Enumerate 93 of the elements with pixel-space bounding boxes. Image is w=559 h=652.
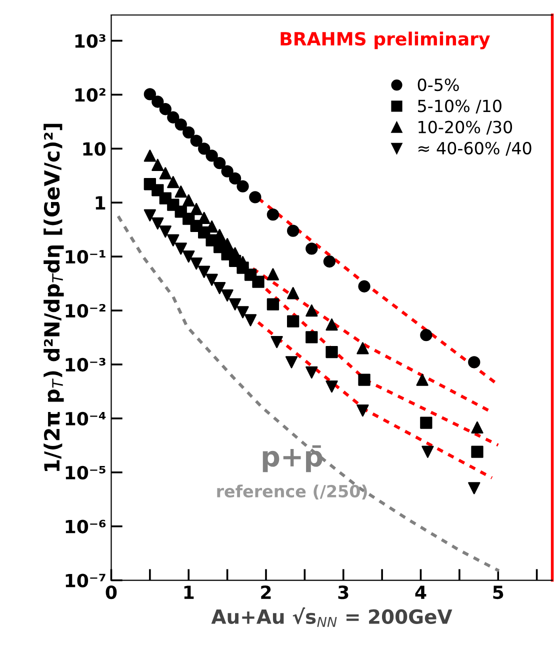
- point: [174, 186, 187, 198]
- x-tick-label: 5: [493, 586, 504, 600]
- y-tick-label: 10⁻³: [66, 358, 106, 372]
- x-tick-label: 4: [415, 586, 426, 599]
- point: [198, 212, 210, 224]
- point: [190, 202, 202, 216]
- y-tick-label: 10⁻¹: [66, 250, 106, 264]
- point: [270, 336, 283, 348]
- point: [206, 150, 218, 162]
- point: [416, 374, 428, 386]
- y-tick-label: 10: [83, 142, 106, 156]
- y-tick-label: 10⁻⁷: [66, 574, 106, 588]
- point: [420, 416, 432, 429]
- point: [213, 157, 226, 170]
- point: [167, 176, 180, 188]
- point: [244, 314, 257, 326]
- y-tick-label: 10⁻⁴: [66, 412, 106, 426]
- point: [471, 446, 484, 458]
- series-label: p+p̄: [262, 445, 322, 472]
- point: [306, 366, 318, 379]
- point: [287, 287, 300, 300]
- point: [249, 191, 262, 204]
- y-tick-label: 1: [96, 196, 106, 210]
- point: [420, 329, 432, 342]
- point: [190, 258, 202, 270]
- point: [206, 274, 218, 286]
- point: [358, 280, 370, 292]
- point: [471, 421, 484, 434]
- point: [468, 356, 480, 368]
- annotation: reference (/250): [217, 484, 367, 500]
- legend-label: 5-10% /10: [418, 100, 502, 114]
- point: [356, 342, 369, 354]
- point: [287, 315, 300, 328]
- point: [252, 276, 264, 288]
- x-tick-label: 2: [261, 585, 271, 599]
- y-tick-label: 10⁻²: [66, 304, 106, 318]
- point: [159, 167, 172, 180]
- legend-label: 0-5%: [418, 78, 459, 92]
- y-tick-label: 10⁻⁶: [66, 520, 106, 534]
- point: [356, 404, 369, 417]
- point: [174, 242, 187, 255]
- legend-label: 10-20% /30: [418, 120, 512, 135]
- point: [182, 250, 195, 263]
- line-series: [116, 214, 500, 572]
- point: [266, 268, 280, 280]
- y-tick-label: 10⁻⁵: [66, 466, 106, 480]
- x-tick-label: 3: [338, 585, 348, 600]
- point: [182, 194, 195, 206]
- point: [198, 266, 210, 278]
- point: [198, 142, 210, 155]
- y-tick-label: 10²: [75, 88, 106, 102]
- point: [468, 482, 480, 494]
- point: [190, 134, 202, 147]
- point: [221, 165, 234, 178]
- point: [182, 126, 195, 138]
- point: [358, 374, 370, 386]
- x-axis-title: Au+Au √s$_{NN}$ = 200GeV: [211, 607, 452, 627]
- point: [144, 88, 156, 100]
- point: [422, 446, 434, 458]
- point: [221, 289, 234, 302]
- point: [326, 346, 338, 358]
- point: [167, 234, 180, 246]
- point: [323, 255, 336, 268]
- point: [228, 298, 242, 310]
- point: [159, 226, 172, 238]
- point: [306, 242, 318, 255]
- point: [266, 208, 280, 221]
- point: [152, 96, 164, 108]
- point: [228, 172, 242, 185]
- x-tick-label: 0: [106, 585, 117, 600]
- point: [306, 331, 318, 344]
- point: [266, 298, 280, 310]
- point: [174, 118, 187, 131]
- point: [236, 180, 249, 192]
- point: [285, 356, 298, 368]
- legend-label: ≈ 40-60% /40: [418, 142, 532, 156]
- point: [159, 103, 172, 116]
- point: [287, 224, 300, 237]
- annotation: BRAHMS preliminary: [280, 32, 490, 50]
- point: [213, 282, 226, 294]
- point: [236, 306, 249, 318]
- point: [326, 380, 338, 393]
- point: [152, 217, 164, 230]
- y-axis-title: 1/(2π p$_{T}$) d²N/dp$_{T}$dη [(GeV/c)²]: [44, 124, 64, 472]
- point: [152, 158, 164, 171]
- x-tick-label: 1: [184, 586, 194, 599]
- point: [236, 256, 249, 268]
- point: [144, 209, 156, 222]
- point: [144, 150, 156, 162]
- point: [326, 318, 338, 331]
- point: [167, 111, 180, 124]
- point: [306, 304, 318, 317]
- y-tick-label: 10³: [75, 34, 106, 48]
